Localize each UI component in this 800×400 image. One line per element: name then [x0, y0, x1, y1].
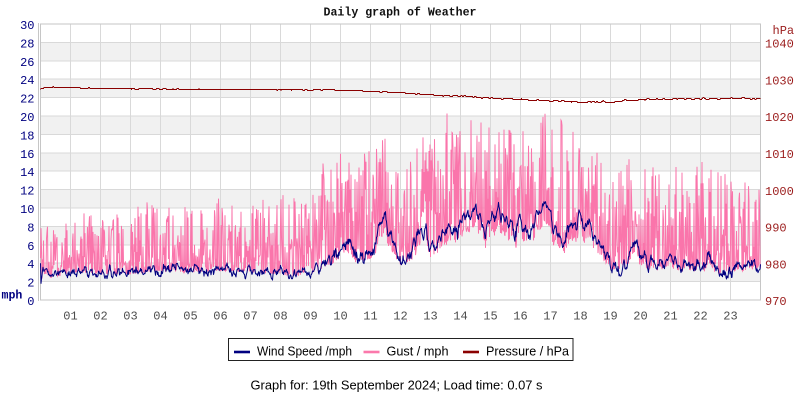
svg-text:980: 980 — [765, 258, 787, 272]
svg-text:16: 16 — [20, 148, 34, 162]
svg-text:08: 08 — [273, 310, 287, 324]
svg-text:Graph for: 19th September 2024: Graph for: 19th September 2024; Load tim… — [251, 378, 543, 393]
svg-text:12: 12 — [20, 185, 34, 199]
svg-text:01: 01 — [63, 310, 77, 324]
svg-text:0: 0 — [27, 295, 34, 309]
svg-text:26: 26 — [20, 56, 34, 70]
svg-text:15: 15 — [483, 310, 497, 324]
svg-text:11: 11 — [363, 310, 377, 324]
svg-text:4: 4 — [27, 258, 34, 272]
svg-text:2: 2 — [27, 277, 34, 291]
svg-text:990: 990 — [765, 222, 787, 236]
svg-text:04: 04 — [153, 310, 167, 324]
svg-text:06: 06 — [213, 310, 227, 324]
svg-text:07: 07 — [243, 310, 257, 324]
svg-text:13: 13 — [423, 310, 437, 324]
svg-text:18: 18 — [573, 310, 587, 324]
svg-text:10: 10 — [333, 310, 347, 324]
svg-text:970: 970 — [765, 295, 787, 309]
svg-text:1010: 1010 — [765, 148, 794, 162]
svg-text:09: 09 — [303, 310, 317, 324]
svg-text:22: 22 — [693, 310, 707, 324]
svg-text:16: 16 — [513, 310, 527, 324]
svg-text:22: 22 — [20, 93, 34, 107]
svg-text:1030: 1030 — [765, 74, 794, 88]
svg-text:Daily graph of Weather: Daily graph of Weather — [324, 6, 477, 19]
svg-text:Wind Speed /mph: Wind Speed /mph — [257, 344, 352, 359]
svg-text:24: 24 — [20, 74, 34, 88]
svg-text:30: 30 — [20, 19, 34, 33]
svg-text:12: 12 — [393, 310, 407, 324]
svg-text:20: 20 — [20, 111, 34, 125]
svg-text:1020: 1020 — [765, 111, 794, 125]
svg-text:14: 14 — [453, 310, 467, 324]
svg-text:mph: mph — [2, 289, 23, 302]
svg-text:19: 19 — [603, 310, 617, 324]
svg-text:21: 21 — [663, 310, 677, 324]
svg-text:1040: 1040 — [765, 38, 794, 52]
svg-text:6: 6 — [27, 240, 34, 254]
svg-text:hPa: hPa — [773, 24, 795, 38]
svg-text:Pressure / hPa: Pressure / hPa — [486, 344, 570, 359]
svg-text:14: 14 — [20, 166, 34, 180]
svg-text:05: 05 — [183, 310, 197, 324]
svg-text:1000: 1000 — [765, 185, 794, 199]
svg-text:23: 23 — [723, 310, 737, 324]
svg-text:20: 20 — [633, 310, 647, 324]
svg-text:02: 02 — [93, 310, 107, 324]
svg-text:8: 8 — [27, 221, 34, 235]
svg-text:18: 18 — [20, 129, 34, 143]
svg-text:10: 10 — [20, 203, 34, 217]
svg-text:17: 17 — [543, 310, 557, 324]
svg-text:Gust / mph: Gust / mph — [387, 344, 449, 359]
svg-text:03: 03 — [123, 310, 137, 324]
svg-text:28: 28 — [20, 37, 34, 51]
